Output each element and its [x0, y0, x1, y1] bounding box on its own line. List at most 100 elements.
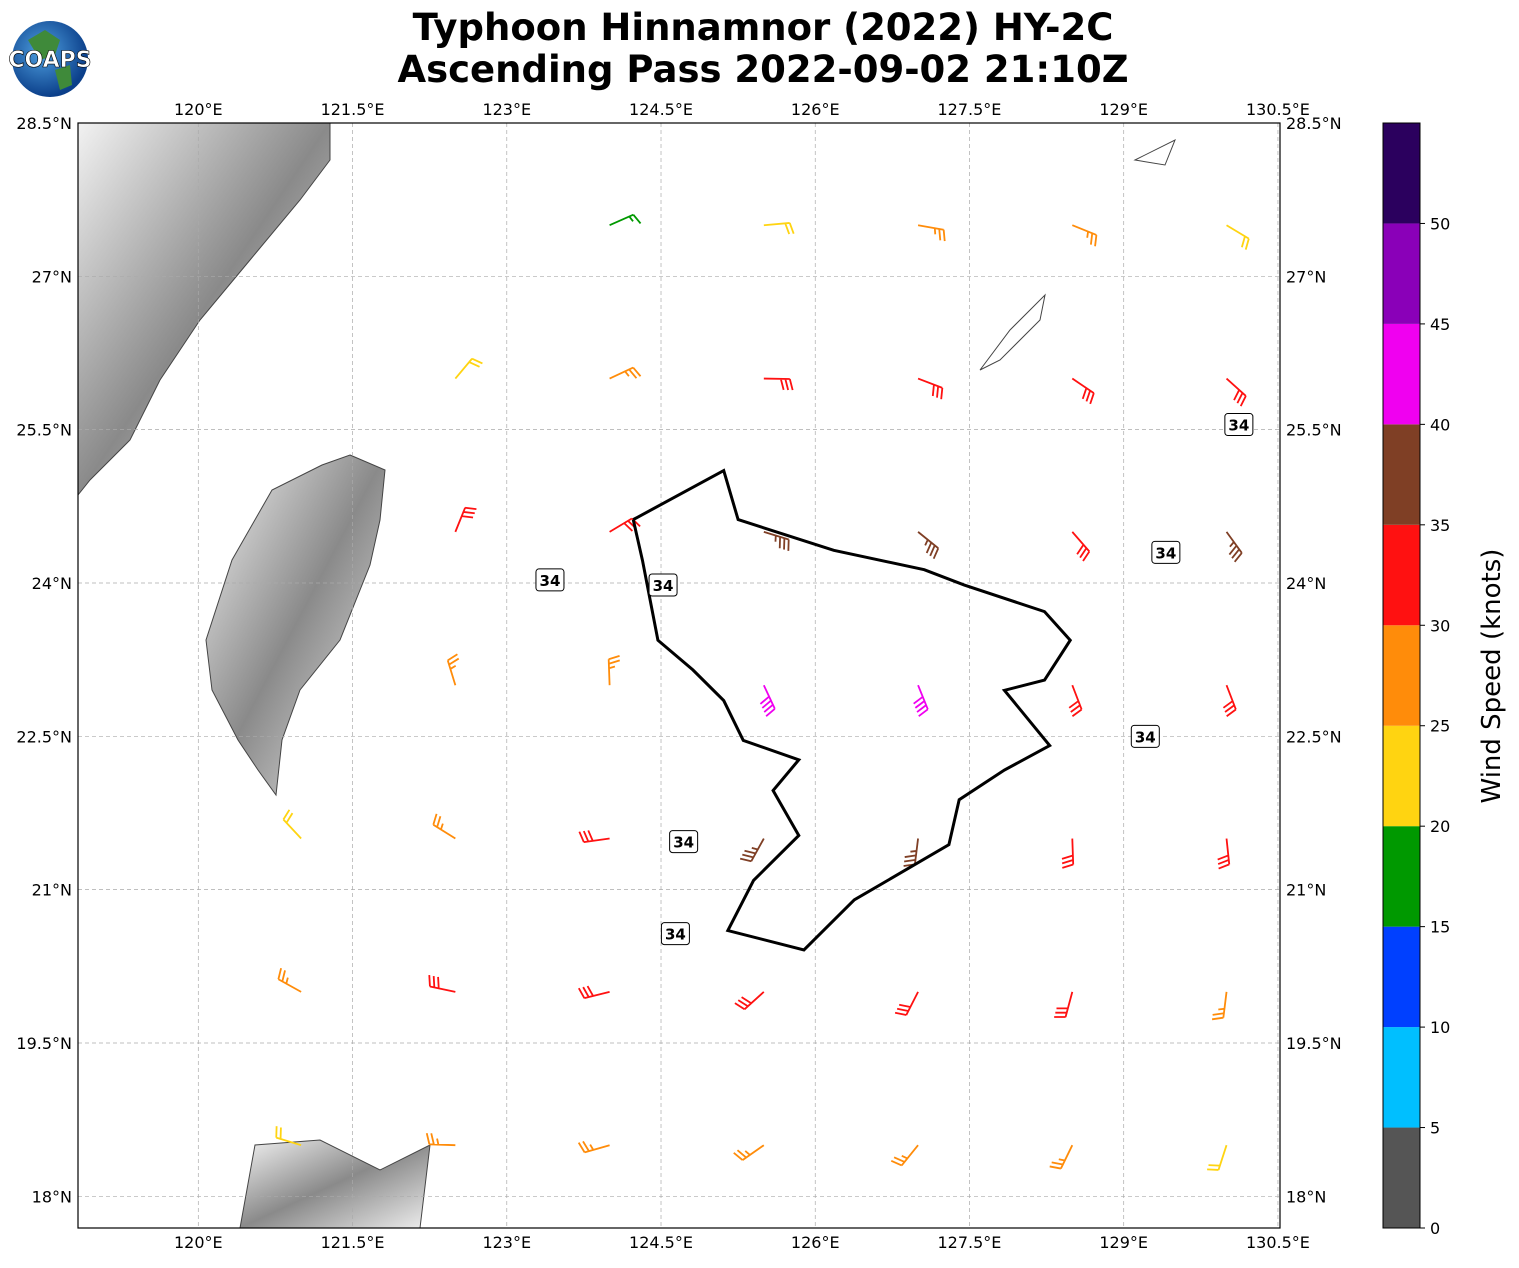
- colorbar-tick-label: 5: [1430, 1119, 1440, 1138]
- x-tick-label: 129°E: [1099, 1233, 1148, 1252]
- y-tick-label: 19.5°N: [16, 1034, 72, 1053]
- contour-label: 34: [665, 926, 686, 944]
- x-tick-label: 130.5°E: [1246, 100, 1310, 119]
- land-luzon: [239, 1139, 431, 1228]
- wind-barb: [577, 1140, 610, 1154]
- colorbar-tick-label: 30: [1430, 616, 1450, 635]
- wind-barb: [277, 967, 302, 993]
- svg-text:COAPS: COAPS: [8, 48, 91, 73]
- x-tick-label: 127.5°E: [938, 1233, 1002, 1252]
- contour-label-box: [1151, 540, 1181, 564]
- x-tick-label: 120°E: [174, 1233, 223, 1252]
- wind-barb: [903, 838, 919, 867]
- x-tick-label: 123°E: [482, 1233, 531, 1252]
- x-tick-label: 124.5°E: [629, 1233, 693, 1252]
- colorbar-segment: [1383, 1127, 1420, 1228]
- colorbar-tick-label: 45: [1430, 315, 1450, 334]
- wind-barb: [282, 809, 302, 840]
- colorbar-segment: [1383, 223, 1420, 324]
- contour-label: 34: [540, 572, 561, 590]
- contour-label: 34: [1135, 728, 1156, 746]
- wind-barb: [1071, 531, 1091, 562]
- colorbar-tick-label: 10: [1430, 1018, 1450, 1037]
- wind-barb: [1071, 224, 1098, 247]
- y-tick-label: 24°N: [1286, 574, 1326, 593]
- x-tick-label: 127.5°E: [938, 100, 1002, 119]
- y-tick-label: 28.5°N: [1286, 114, 1342, 133]
- x-tick-label: 126°E: [791, 100, 840, 119]
- land-taiwan: [205, 454, 386, 797]
- colorbar-segment: [1383, 625, 1420, 726]
- y-tick-label: 27°N: [1286, 267, 1326, 286]
- colorbar-tick-label: 35: [1430, 516, 1450, 535]
- y-tick-label: 25.5°N: [1286, 421, 1342, 440]
- colorbar-tick-label: 25: [1430, 717, 1450, 736]
- x-tick-label: 126°E: [791, 1233, 840, 1252]
- wind-barb: [1226, 224, 1250, 250]
- wind-barb: [1061, 838, 1075, 869]
- contour-label: 34: [653, 577, 674, 595]
- wind-barb: [1225, 377, 1247, 407]
- colorbar-segment: [1383, 524, 1420, 626]
- wind-barb: [763, 531, 790, 551]
- logo: COAPS: [8, 21, 92, 97]
- x-tick-label: 121.5°E: [321, 100, 385, 119]
- wind-barb: [425, 1132, 456, 1147]
- contour-label-box: [660, 922, 690, 946]
- y-tick-label: 28.5°N: [16, 114, 72, 133]
- wind-barb: [446, 653, 460, 686]
- wind-barb: [609, 213, 642, 227]
- colorbar-segment: [1383, 926, 1420, 1028]
- colorbar-segment: [1383, 323, 1420, 425]
- colorbar-tick-label: 15: [1430, 918, 1450, 937]
- islands: [979, 138, 1176, 371]
- x-tick-label: 124.5°E: [629, 100, 693, 119]
- wind-barb: [1207, 1144, 1228, 1171]
- contour-label: 34: [1228, 417, 1249, 435]
- x-tick-label: 123°E: [482, 100, 531, 119]
- wind-barb: [894, 991, 919, 1016]
- wind-barb: [739, 838, 765, 863]
- contour-label: 34: [1155, 544, 1176, 562]
- y-tick-label: 22.5°N: [1286, 727, 1342, 746]
- wind-barb: [578, 985, 610, 1000]
- wind-barb: [1071, 377, 1095, 405]
- chart-title: Typhoon Hinnamnor (2022) HY-2C: [413, 6, 1114, 49]
- wind-barb: [428, 975, 456, 993]
- wind-barb: [763, 222, 795, 235]
- wind-barb: [733, 1144, 765, 1161]
- y-tick-label: 27°N: [32, 267, 72, 286]
- x-tick-label: 130.5°E: [1246, 1233, 1310, 1252]
- wind-barb: [1217, 838, 1231, 870]
- wind-barb: [609, 517, 641, 533]
- map-frame: [77, 122, 1281, 1229]
- wind-barb: [917, 377, 944, 400]
- wind-barb: [917, 224, 946, 242]
- wind-barb: [734, 991, 765, 1011]
- contour-label-box: [1224, 413, 1254, 437]
- colorbar-label: Wind Speed (knots): [1477, 549, 1507, 804]
- chart-subtitle: Ascending Pass 2022-09-02 21:10Z: [397, 48, 1128, 91]
- y-tick-label: 21°N: [1286, 881, 1326, 900]
- colorbar-segment: [1383, 424, 1420, 525]
- wind-barb: [1211, 991, 1228, 1021]
- colorbar-tick-label: 40: [1430, 415, 1450, 434]
- contour-label-box: [535, 568, 565, 592]
- colorbar-segment: [1383, 826, 1420, 927]
- colorbar-segment: [1383, 1027, 1420, 1128]
- wind-barb: [913, 684, 929, 717]
- wind-barb: [275, 1126, 302, 1147]
- wind-barb: [1049, 1144, 1074, 1170]
- colorbar-tick-label: 0: [1430, 1219, 1440, 1238]
- y-tick-label: 22.5°N: [16, 727, 72, 746]
- land-china: [78, 123, 331, 496]
- contour-label-box: [669, 830, 699, 854]
- contour-label: 34: [673, 834, 694, 852]
- map-area: 34 34 34 34 34 34 34: [78, 123, 1280, 1228]
- x-tick-label: 121.5°E: [321, 1233, 385, 1252]
- wind-barb: [1225, 531, 1243, 563]
- wind-barb: [763, 377, 794, 391]
- x-tick-label: 129°E: [1099, 100, 1148, 119]
- colorbar-segment: [1383, 123, 1420, 224]
